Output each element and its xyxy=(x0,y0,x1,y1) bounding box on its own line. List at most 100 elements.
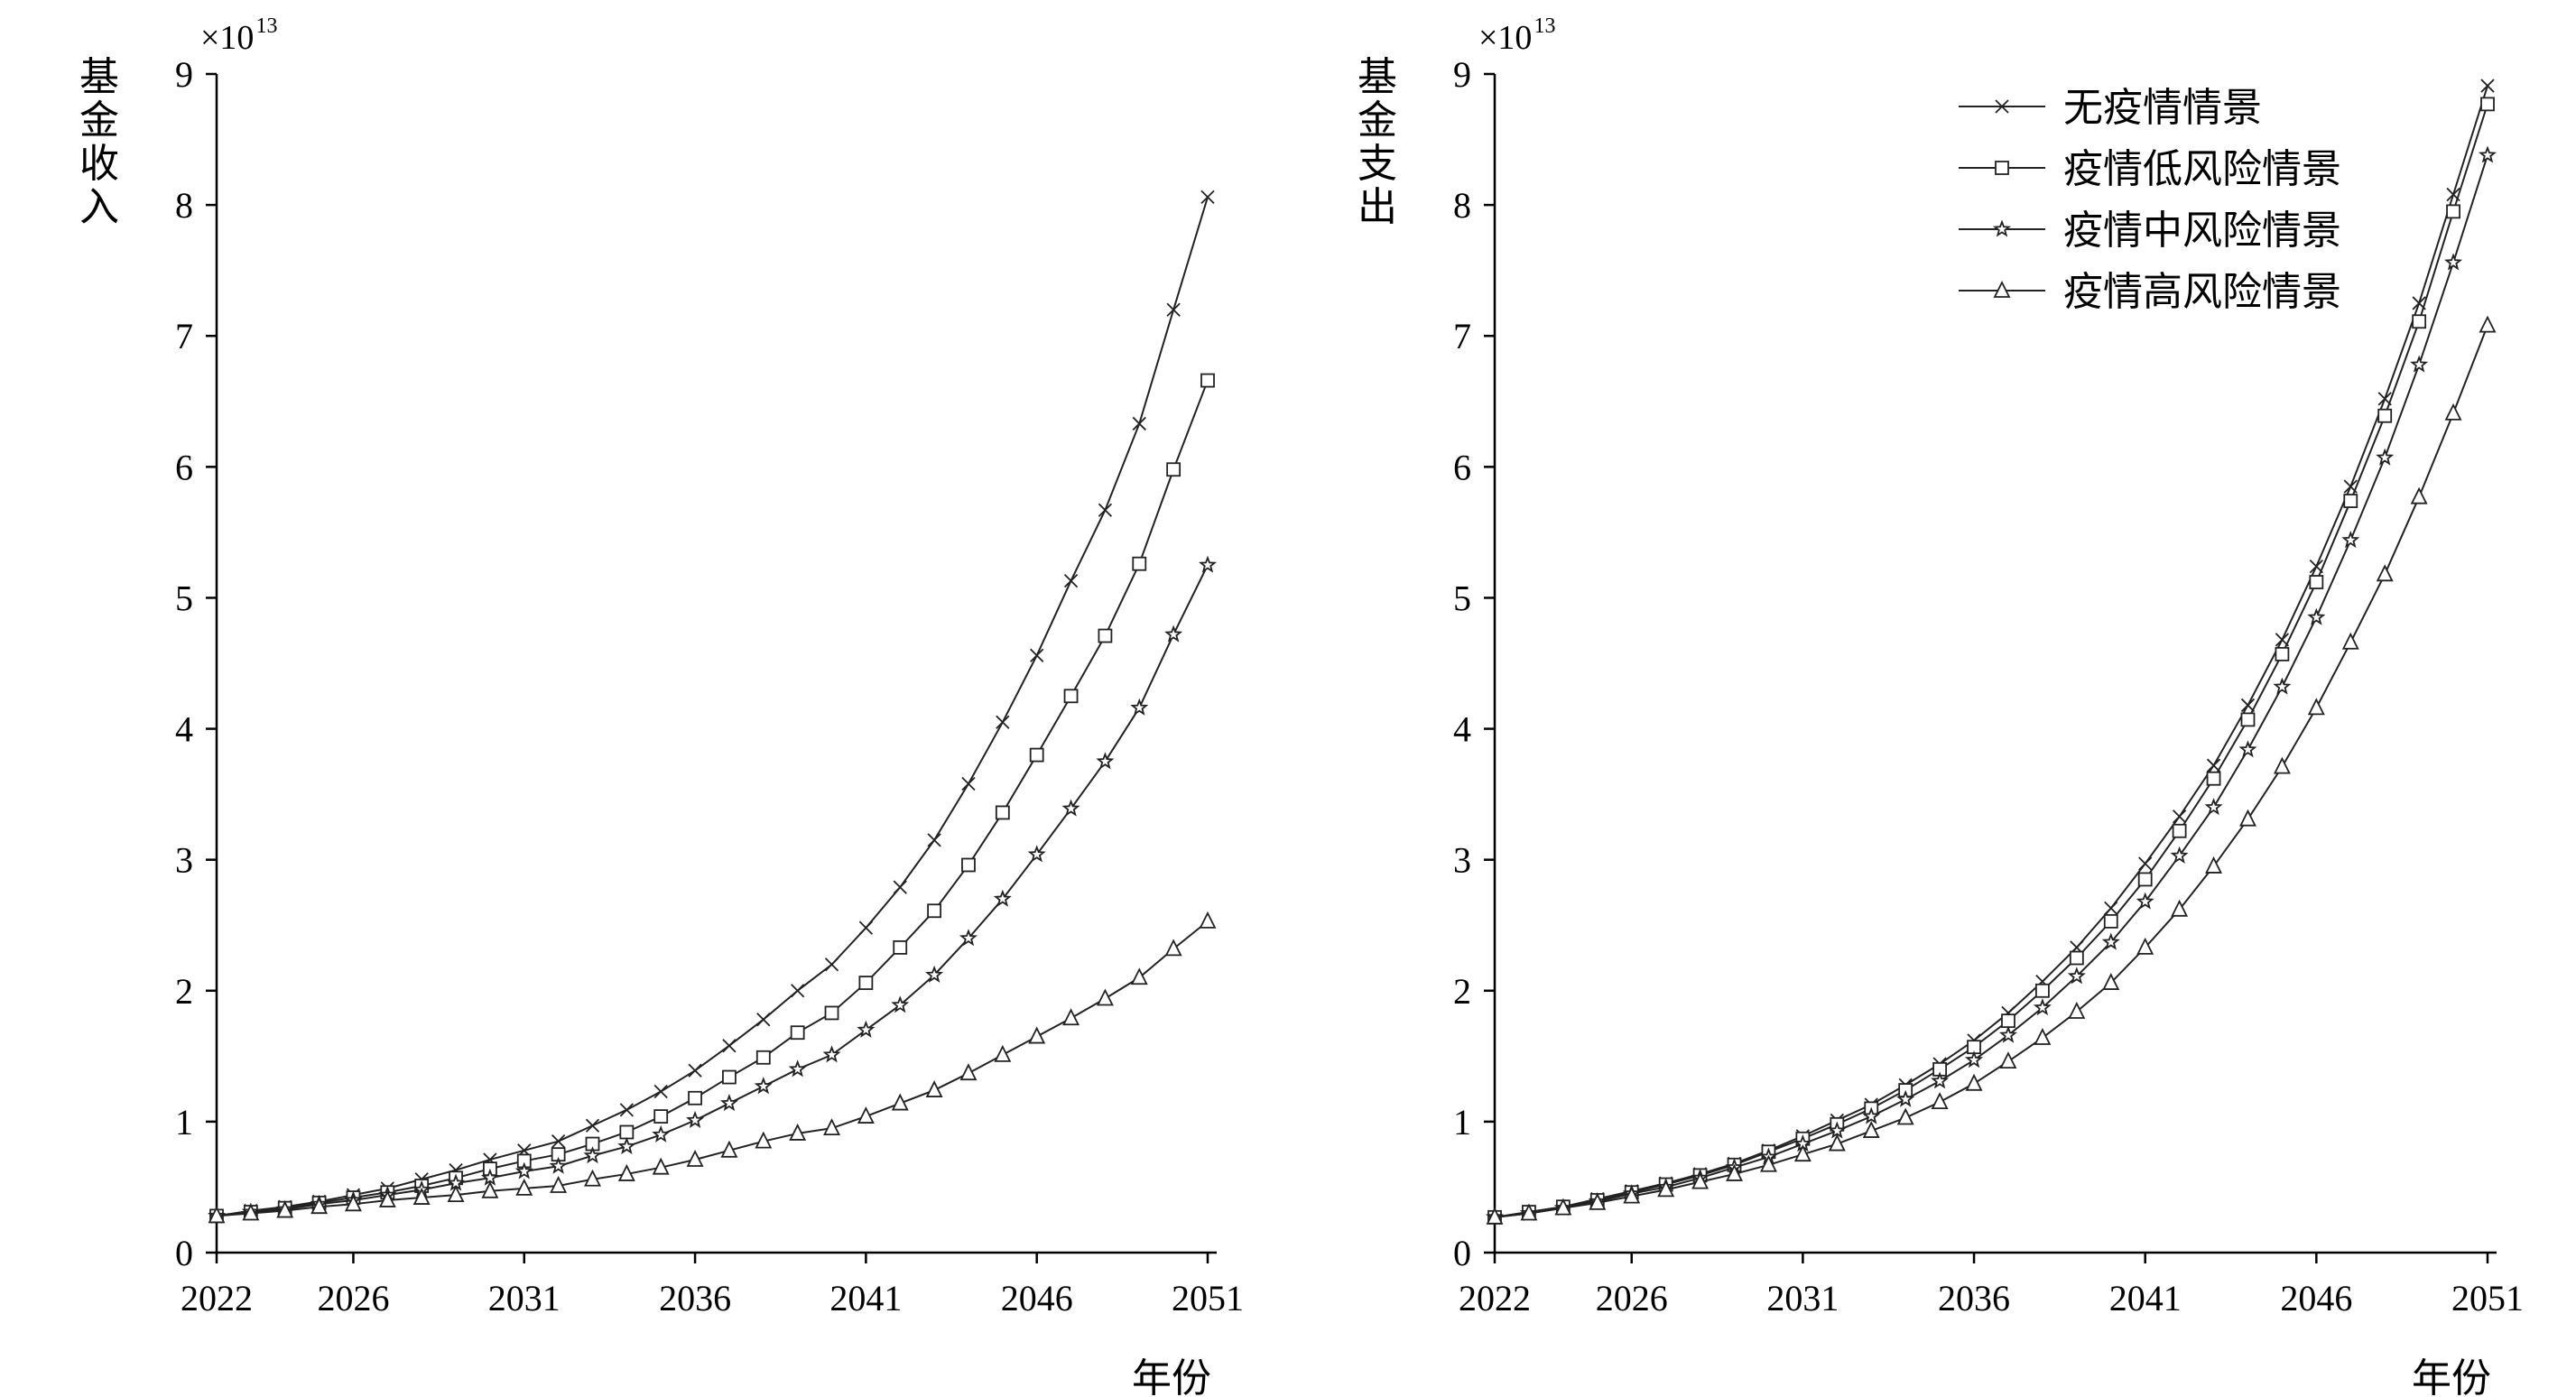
data-point-square xyxy=(2069,950,2084,966)
data-point-triangle xyxy=(1520,1203,1538,1221)
data-point-triangle xyxy=(481,1180,499,1198)
data-point-triangle xyxy=(2376,564,2394,582)
data-point-star xyxy=(2067,967,2086,985)
data-point-x xyxy=(2480,79,2495,93)
series-line xyxy=(216,380,1209,1217)
data-point-triangle xyxy=(2239,809,2256,827)
data-point-square xyxy=(1200,373,1215,388)
data-point-triangle xyxy=(891,1093,909,1111)
x-tick-label: 2041 xyxy=(829,1278,902,1318)
y-tick-label: 8 xyxy=(1453,185,1471,226)
y-axis-label-char: 支 xyxy=(1357,141,1397,187)
data-point-square xyxy=(688,1090,702,1106)
data-point-triangle xyxy=(1828,1133,1846,1152)
y-multiplier-exponent: 13 xyxy=(1534,14,1555,38)
data-point-star xyxy=(2410,355,2429,373)
data-point-star xyxy=(2204,798,2223,816)
data-point-square xyxy=(2275,646,2290,661)
data-point-triangle xyxy=(994,1044,1012,1062)
y-tick-label: 0 xyxy=(175,1233,193,1273)
data-point-star xyxy=(1931,1071,1950,1089)
data-point-triangle xyxy=(1623,1186,1641,1204)
series-square xyxy=(1487,97,2495,1225)
x-tick-label: 2022 xyxy=(181,1278,253,1318)
data-point-star xyxy=(1164,624,1183,643)
data-point-x xyxy=(619,1103,634,1117)
data-point-x xyxy=(551,1134,566,1149)
series-line xyxy=(1494,325,2488,1218)
data-point-triangle xyxy=(2068,1001,2086,1019)
data-point-star xyxy=(1061,799,1080,817)
data-point-x xyxy=(653,1084,668,1099)
data-point-star xyxy=(2170,846,2189,864)
y-tick-label: 4 xyxy=(1453,709,1471,750)
data-point-triangle xyxy=(1793,1144,1812,1162)
series-square xyxy=(209,373,1215,1224)
y-axis-label-char: 基 xyxy=(79,54,119,100)
data-point-triangle xyxy=(652,1157,670,1175)
data-point-x xyxy=(585,1118,600,1133)
data-point-triangle xyxy=(344,1194,362,1212)
data-point-square xyxy=(2172,823,2187,838)
data-point-star xyxy=(2478,145,2497,163)
data-point-triangle xyxy=(2034,1028,2052,1045)
x-axis-label: 年份 xyxy=(1132,1355,1211,1397)
x-tick-label: 2036 xyxy=(1938,1278,2010,1318)
x-tick-label: 2051 xyxy=(1172,1278,1244,1318)
data-point-triangle xyxy=(755,1131,773,1149)
data-point-square xyxy=(1063,689,1079,704)
series-star xyxy=(207,555,1218,1224)
data-point-triangle xyxy=(1589,1192,1607,1210)
data-point-triangle xyxy=(1130,967,1148,985)
data-point-square xyxy=(653,1109,669,1124)
data-point-star xyxy=(514,1161,533,1180)
data-point-triangle xyxy=(447,1185,465,1203)
x-tick-label: 2022 xyxy=(1459,1278,1531,1318)
data-point-triangle xyxy=(1862,1121,1880,1138)
data-point-star xyxy=(993,889,1012,907)
y-multiplier-exponent: 13 xyxy=(255,14,277,38)
data-point-x xyxy=(1030,648,1044,662)
data-point-star xyxy=(2238,740,2257,758)
data-point-triangle xyxy=(2410,486,2428,504)
data-point-x xyxy=(824,958,839,972)
expenditure-chart-panel: 0 1 2 3 4 5 6 7 8 9 2022 2026 2031 2036 2041 2046 2051 ×1… xyxy=(1357,14,2524,1397)
x-tick-label: 2026 xyxy=(1596,1278,1668,1318)
legend-item: 疫情中风险情景 xyxy=(1959,208,2341,254)
data-point-star xyxy=(480,1168,499,1186)
data-point-square xyxy=(2343,494,2358,508)
legend-marker-star xyxy=(1992,219,2012,237)
legend-marker-triangle xyxy=(1993,280,2011,298)
data-point-square xyxy=(722,1069,737,1085)
data-point-star xyxy=(1896,1089,1915,1107)
data-point-triangle xyxy=(1096,988,1114,1006)
y-tick-label: 5 xyxy=(1453,578,1471,618)
y-tick-label: 6 xyxy=(1453,447,1471,487)
data-point-triangle xyxy=(1554,1198,1572,1216)
y-axis-label-char: 入 xyxy=(79,184,119,230)
series-triangle xyxy=(208,911,1217,1224)
data-point-x xyxy=(927,833,941,847)
data-point-triangle xyxy=(242,1203,260,1221)
data-point-star xyxy=(2136,892,2154,910)
data-point-square xyxy=(2240,712,2256,727)
series-line xyxy=(216,564,1209,1217)
data-point-square xyxy=(2412,314,2427,329)
data-point-star xyxy=(857,1020,876,1038)
data-point-x xyxy=(1166,302,1181,317)
series-x xyxy=(209,190,1215,1224)
data-point-star xyxy=(2101,932,2120,950)
data-point-square xyxy=(2446,204,2460,219)
data-point-triangle xyxy=(686,1149,704,1167)
data-point-star xyxy=(822,1045,841,1063)
x-tick-label: 2026 xyxy=(317,1278,389,1318)
data-point-star xyxy=(1198,555,1218,573)
y-tick-label: 4 xyxy=(175,709,193,750)
data-point-star xyxy=(1862,1106,1881,1124)
data-point-square xyxy=(2309,575,2324,589)
data-point-x xyxy=(1200,190,1215,205)
x-axis-label: 年份 xyxy=(2412,1355,2491,1397)
data-point-x xyxy=(858,921,874,935)
data-point-x xyxy=(2104,901,2118,915)
series-line xyxy=(216,197,1209,1217)
